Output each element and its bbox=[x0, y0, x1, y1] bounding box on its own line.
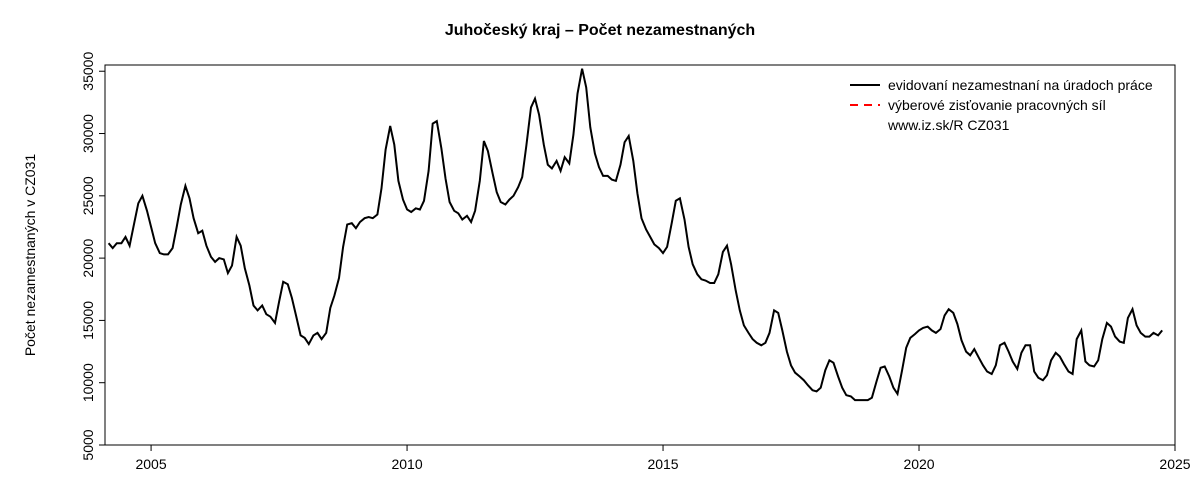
y-tick-label: 20000 bbox=[80, 238, 96, 277]
y-tick-label: 15000 bbox=[80, 301, 96, 340]
x-tick-label: 2025 bbox=[1159, 456, 1190, 472]
y-tick-label: 35000 bbox=[80, 52, 96, 91]
legend-label: www.iz.sk/R CZ031 bbox=[887, 117, 1010, 133]
chart-container: Juhočeský kraj – Počet nezamestnaných 500… bbox=[0, 0, 1200, 500]
legend-label: výberové zisťovanie pracovných síl bbox=[888, 97, 1106, 113]
chart-title: Juhočeský kraj – Počet nezamestnaných bbox=[445, 22, 755, 39]
chart-svg: Juhočeský kraj – Počet nezamestnaných 500… bbox=[0, 0, 1200, 500]
x-tick-label: 2010 bbox=[391, 456, 422, 472]
y-tick-label: 25000 bbox=[80, 176, 96, 215]
x-tick-label: 2020 bbox=[903, 456, 934, 472]
y-tick-label: 5000 bbox=[80, 429, 96, 460]
y-tick-label: 30000 bbox=[80, 114, 96, 153]
x-tick-label: 2015 bbox=[647, 456, 678, 472]
y-axis-label: Počet nezamestnaných v CZ031 bbox=[22, 154, 38, 357]
legend-label: evidovaní nezamestnaní na úradoch práce bbox=[888, 77, 1153, 93]
x-tick-label: 2005 bbox=[135, 456, 166, 472]
y-tick-label: 10000 bbox=[80, 363, 96, 402]
